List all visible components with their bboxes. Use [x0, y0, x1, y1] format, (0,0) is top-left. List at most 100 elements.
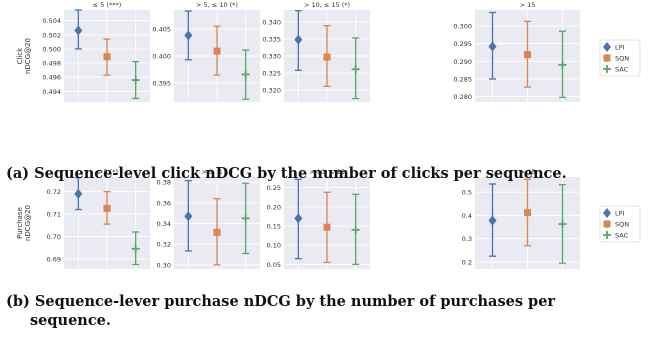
- errorbar-sac: [351, 193, 360, 266]
- y-tick-label: 0.30: [157, 261, 171, 269]
- errorbar-sqn: [103, 190, 111, 225]
- y-tick-label: 0.502: [42, 31, 61, 39]
- legend-marker-lpi: [603, 208, 611, 218]
- y-tick-label: 0.32: [157, 241, 171, 249]
- errorbar-sqn: [213, 198, 221, 266]
- errorbar-lpi: [294, 178, 303, 260]
- caption-a: (a) Sequence-level click nDCG by the num…: [6, 165, 567, 182]
- y-tick-label: 0.10: [267, 242, 281, 250]
- legend-marker-sqn: [603, 54, 611, 62]
- y-axis-label: ClicknDCG@20: [16, 38, 32, 74]
- y-tick-label: 0.72: [47, 188, 61, 196]
- legend-a: LPI SQN SAC: [599, 39, 641, 77]
- errorbar-sac: [558, 30, 567, 99]
- y-tick-label: 0.25: [267, 184, 281, 192]
- legend-label-lpi: LPI: [615, 210, 625, 218]
- y-tick-label: 0.15: [267, 223, 281, 231]
- y-tick-label: 0.20: [267, 203, 281, 211]
- panel-b-1: 0.69 0.70 0.71 0.72 ≤ 5 (*) PurchasenDCG@20: [16, 168, 150, 269]
- marker-sqn: [323, 53, 331, 61]
- y-tick-label: 0.295: [453, 40, 472, 48]
- panel-title: ≤ 5 (***): [93, 1, 122, 9]
- y-tick-label: 0.2: [462, 259, 472, 267]
- y-tick-label: 0.38: [157, 179, 171, 187]
- errorbar-sqn: [524, 20, 531, 88]
- y-tick-label: 0.500: [42, 45, 61, 53]
- y-axis-label-line: nDCG@20: [24, 38, 32, 74]
- y-tick-label: 0.325: [262, 70, 281, 78]
- errorbar-sac: [241, 49, 250, 100]
- panel-title: ≤ 5 (*): [96, 168, 118, 176]
- y-tick-label: 0.494: [42, 88, 61, 96]
- legend-box: [599, 39, 641, 77]
- errorbar-lpi: [74, 177, 83, 211]
- y-tick-label: 0.395: [152, 80, 171, 88]
- y-tick-label: 0.498: [42, 60, 61, 68]
- errorbar-sqn: [213, 25, 221, 76]
- errorbar-sqn: [524, 178, 531, 247]
- errorbar-lpi: [184, 10, 193, 61]
- y-tick-label: 0.4: [462, 212, 472, 220]
- marker-sqn: [103, 53, 111, 61]
- legend-label-sac: SAC: [615, 66, 629, 74]
- marker-sqn: [103, 204, 111, 212]
- y-tick-label: 0.400: [152, 53, 171, 61]
- panel-title: > 10, ≤ 15 (*): [304, 1, 350, 9]
- marker-sqn: [524, 209, 531, 217]
- legend-b: LPI SQN SAC: [599, 205, 641, 243]
- marker-lpi: [74, 188, 83, 199]
- panel-a-4: 0.280 0.285 0.290 0.295 0.300 > 15: [453, 1, 580, 102]
- marker-lpi: [294, 213, 303, 224]
- y-tick-label: 0.496: [42, 74, 61, 82]
- panel-b-3: 0.05 0.10 0.15 0.20 0.25 > 10, ≤ 15: [267, 168, 370, 269]
- marker-lpi: [184, 211, 193, 222]
- legend-marker-lpi: [603, 42, 611, 52]
- panel-a-2: 0.395 0.400 0.405 > 5, ≤ 10 (*): [152, 1, 260, 102]
- errorbar-lpi: [294, 10, 303, 71]
- y-tick-label: 0.285: [453, 76, 472, 84]
- errorbar-sac: [351, 37, 360, 100]
- panel-b-4: 0.2 0.3 0.4 0.5 > 15: [462, 168, 580, 269]
- errorbar-sac: [131, 61, 140, 100]
- y-tick-label: 0.5: [462, 189, 472, 197]
- marker-sqn: [213, 47, 221, 55]
- y-tick-label: 0.320: [262, 87, 281, 95]
- legend-label-sqn: SQN: [615, 221, 629, 229]
- errorbar-sac: [241, 182, 250, 255]
- errorbar-sqn: [323, 25, 331, 87]
- errorbar-lpi: [74, 9, 83, 50]
- panel-a-1: 0.494 0.496 0.498 0.500 0.502 0.504 ≤ 5 (***) C…: [16, 1, 150, 102]
- y-tick-label: 0.504: [42, 17, 61, 25]
- panel-title: > 15: [520, 1, 536, 9]
- panel-title: > 10, ≤ 15: [309, 168, 345, 176]
- marker-lpi: [184, 30, 193, 41]
- y-tick-label: 0.34: [157, 220, 171, 228]
- y-tick-label: 0.05: [267, 261, 281, 269]
- y-tick-label: 0.330: [262, 53, 281, 61]
- marker-lpi: [488, 41, 497, 52]
- caption-b: (b) Sequence-lever purchase nDCG by the …: [6, 292, 656, 330]
- panel-title: > 15: [520, 168, 536, 176]
- panel-title: > 5, ≤ 10: [201, 168, 233, 176]
- legend-label-sqn: SQN: [615, 55, 629, 63]
- y-tick-label: 0.69: [47, 255, 61, 263]
- y-tick-label: 0.335: [262, 35, 281, 43]
- y-axis-label-line: Click: [16, 47, 24, 65]
- errorbar-sqn: [103, 38, 111, 76]
- y-axis-label-line: Purchase: [16, 207, 24, 239]
- legend-box: [599, 205, 641, 243]
- y-tick-label: 0.36: [157, 199, 171, 207]
- errorbar-sac: [131, 231, 140, 266]
- marker-sqn: [213, 228, 221, 236]
- errorbar-sqn: [323, 191, 331, 264]
- marker-sqn: [323, 223, 331, 231]
- panel-b-2: 0.30 0.32 0.34 0.36 0.38 > 5, ≤ 10: [157, 168, 260, 269]
- y-axis-label: PurchasenDCG@20: [16, 205, 32, 241]
- errorbar-lpi: [488, 11, 497, 80]
- caption-b-line-1: (b) Sequence-lever purchase nDCG by the …: [6, 293, 556, 310]
- marker-lpi: [294, 34, 303, 45]
- marker-lpi: [74, 25, 83, 36]
- errorbar-sac: [558, 184, 567, 264]
